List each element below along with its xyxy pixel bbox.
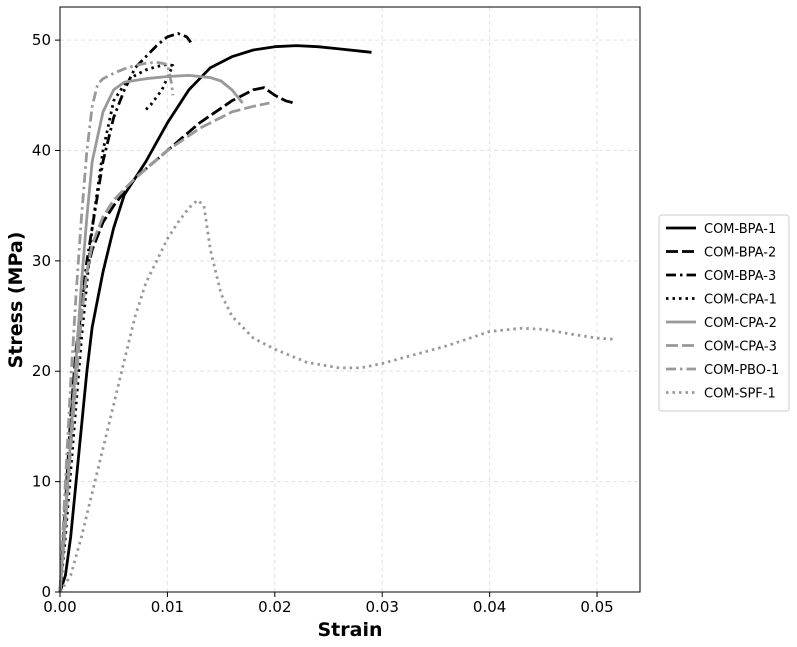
series-line-com-pbo-1 bbox=[58, 60, 175, 593]
x-tick-label: 0.02 bbox=[258, 598, 291, 616]
legend-frame bbox=[658, 214, 790, 412]
y-axis-label: Stress (MPa) bbox=[5, 232, 27, 369]
legend-label-com-cpa-1: COM-CPA-1 bbox=[704, 293, 777, 308]
y-tick-label: 40 bbox=[32, 141, 51, 159]
x-axis-label: Strain bbox=[318, 619, 383, 641]
series-line-com-cpa-1 bbox=[58, 63, 175, 593]
legend-label-com-pbo-1: COM-PBO-1 bbox=[704, 363, 779, 378]
y-tick-label: 30 bbox=[32, 252, 51, 270]
x-tick-label: 0.03 bbox=[366, 598, 399, 616]
y-tick-label: 10 bbox=[32, 473, 51, 491]
x-tick-label: 0.00 bbox=[43, 598, 76, 616]
legend-label-com-cpa-2: COM-CPA-2 bbox=[704, 316, 777, 331]
series-line-com-cpa-3 bbox=[58, 101, 270, 593]
series-line-com-spf-1 bbox=[58, 198, 614, 593]
series-layer bbox=[58, 32, 614, 593]
y-tick-label: 50 bbox=[32, 31, 51, 49]
x-tick-label: 0.01 bbox=[151, 598, 184, 616]
legend: COM-BPA-1 COM-BPA-2 COM-BPA-3 COM-CPA-1 COM-… bbox=[658, 214, 790, 412]
y-tick-label: 20 bbox=[32, 362, 51, 380]
plot-frame bbox=[59, 6, 641, 593]
legend-label-com-bpa-1: COM-BPA-1 bbox=[704, 222, 776, 237]
x-tick-label: 0.04 bbox=[473, 598, 506, 616]
tick-layer: 0.00 0.01 0.02 0.03 0.04 0.05 0 10 20 30 40 50 bbox=[32, 31, 614, 616]
legend-label-com-bpa-3: COM-BPA-3 bbox=[704, 269, 776, 284]
legend-label-com-spf-1: COM-SPF-1 bbox=[704, 387, 776, 402]
y-tick-label: 0 bbox=[41, 583, 51, 601]
series-line-com-bpa-1 bbox=[58, 44, 372, 593]
legend-label-com-cpa-3: COM-CPA-3 bbox=[704, 340, 777, 355]
series-line-com-cpa-2 bbox=[58, 74, 244, 593]
legend-label-com-bpa-2: COM-BPA-2 bbox=[704, 246, 776, 261]
x-tick-label: 0.05 bbox=[580, 598, 613, 616]
